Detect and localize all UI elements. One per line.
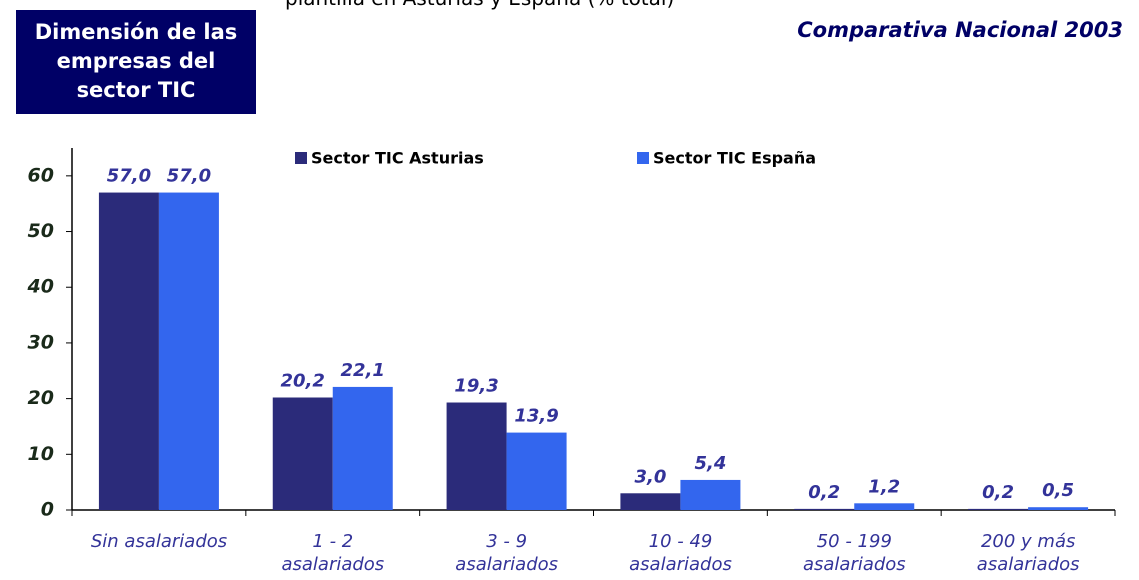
- value-label: 0,5: [1042, 480, 1074, 501]
- bar: [272, 397, 333, 510]
- bar: [968, 508, 1029, 510]
- legend-label: Sector TIC España: [653, 149, 816, 168]
- bar: [1028, 507, 1089, 510]
- y-tick-label: 50: [28, 220, 54, 242]
- value-label: 19,3: [454, 376, 498, 397]
- value-label: 0,2: [982, 482, 1014, 503]
- x-tick-label: 3 - 9 asalariados: [455, 531, 559, 575]
- header-box: Dimensión de las empresas del sector TIC: [16, 10, 256, 114]
- value-label: 20,2: [281, 371, 325, 392]
- bar: [158, 192, 219, 511]
- x-tick-label: 1 - 2 asalariados: [281, 531, 385, 575]
- x-tick-label: 200 y más asalariados: [976, 531, 1080, 575]
- value-label: 1,2: [868, 476, 900, 497]
- y-tick-label: 10: [28, 443, 54, 465]
- value-label: 3,0: [634, 466, 666, 487]
- value-label: 0,2: [808, 482, 840, 503]
- y-tick-label: 20: [28, 387, 54, 409]
- annotation: Comparativa Nacional 2003: [797, 18, 1123, 42]
- value-label: 22,1: [341, 360, 385, 381]
- y-tick-label: 0: [41, 499, 54, 521]
- legend-swatch: [295, 152, 307, 164]
- legend-swatch: [637, 152, 649, 164]
- y-tick-label: 30: [28, 331, 54, 353]
- value-label: 5,4: [694, 453, 726, 474]
- bar: [332, 386, 393, 510]
- x-tick-label: Sin asalariados: [90, 531, 228, 552]
- bar: [680, 479, 741, 510]
- value-label: 13,9: [514, 406, 558, 427]
- subtitle: plantilla en Asturias y España (% total): [285, 0, 674, 10]
- bar: [98, 192, 159, 511]
- x-tick-label: 50 - 199 asalariados: [802, 531, 906, 575]
- bar: [854, 503, 915, 510]
- bar: [506, 432, 567, 510]
- bar: [794, 508, 855, 510]
- y-tick-label: 40: [27, 276, 54, 298]
- bar: [446, 402, 507, 510]
- y-tick-label: 60: [28, 164, 54, 186]
- value-label: 57,0: [107, 166, 151, 187]
- bar: [620, 493, 681, 510]
- legend-label: Sector TIC Asturias: [311, 149, 484, 168]
- value-label: 57,0: [167, 166, 211, 187]
- x-tick-label: 10 - 49 asalariados: [629, 531, 732, 575]
